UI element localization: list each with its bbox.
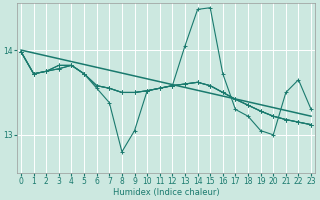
X-axis label: Humidex (Indice chaleur): Humidex (Indice chaleur) [113,188,220,197]
